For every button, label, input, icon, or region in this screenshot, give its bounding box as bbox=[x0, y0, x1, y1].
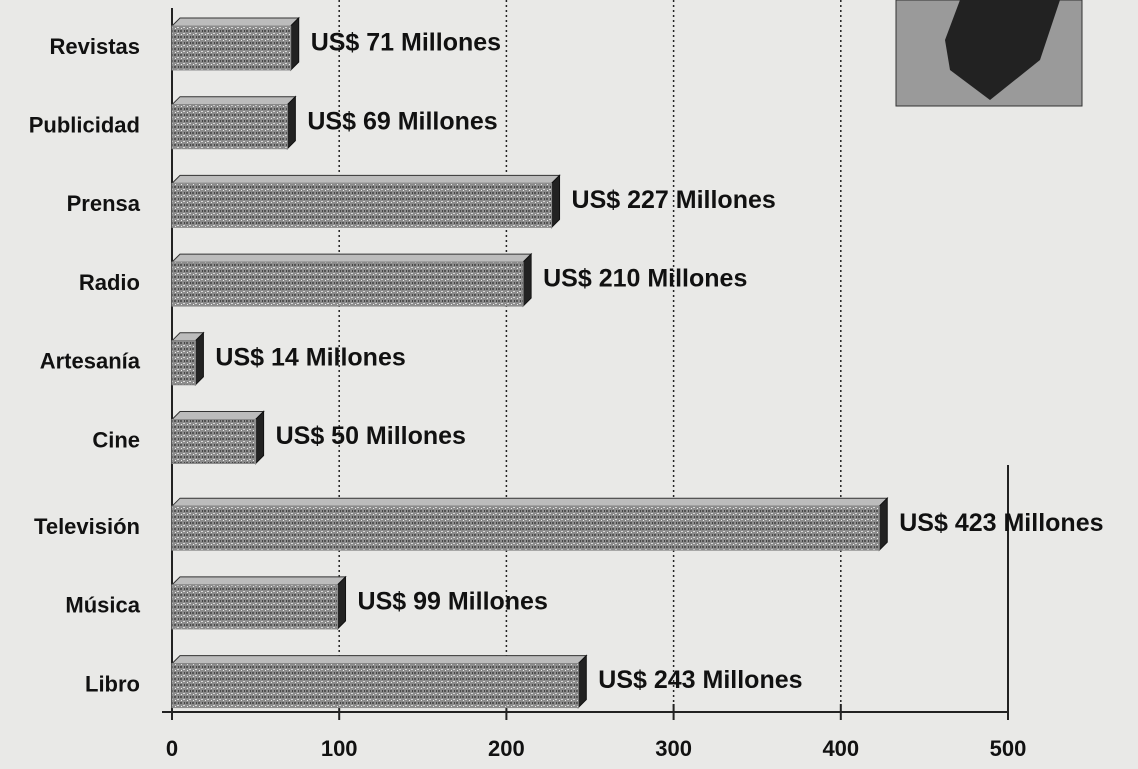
bar bbox=[171, 182, 553, 228]
x-tick-label: 400 bbox=[822, 736, 859, 761]
bar-side bbox=[577, 654, 587, 709]
bar-top bbox=[170, 96, 297, 106]
value-label: US$ 50 Millones bbox=[276, 422, 466, 450]
y-tick-label: Publicidad bbox=[29, 113, 140, 138]
bar-side bbox=[290, 16, 300, 72]
y-tick-label: Libro bbox=[85, 671, 140, 696]
value-label: US$ 69 Millones bbox=[307, 107, 497, 135]
y-tick-label: Revistas bbox=[49, 34, 140, 59]
x-tick-label: 0 bbox=[166, 736, 178, 761]
bar-side bbox=[337, 575, 347, 631]
bar bbox=[171, 663, 579, 709]
y-tick-label: Radio bbox=[79, 270, 140, 295]
y-tick-label: Artesanía bbox=[40, 349, 141, 374]
bar-side bbox=[551, 174, 561, 229]
bar-top bbox=[170, 655, 588, 665]
bar-side bbox=[522, 252, 532, 308]
bar bbox=[171, 419, 257, 464]
bar bbox=[171, 25, 292, 71]
bar-top bbox=[170, 253, 533, 263]
x-tick-label: 300 bbox=[655, 736, 692, 761]
value-label: US$ 243 Millones bbox=[598, 666, 802, 694]
bar bbox=[171, 584, 339, 630]
y-tick-label: Cine bbox=[92, 427, 140, 452]
bar bbox=[171, 340, 196, 386]
bar-side bbox=[286, 95, 296, 150]
bar-top bbox=[170, 174, 561, 184]
bar-side bbox=[194, 331, 204, 387]
bar bbox=[171, 261, 524, 307]
bar-top bbox=[170, 576, 347, 586]
value-label: US$ 210 Millones bbox=[543, 265, 747, 293]
y-tick-label: Prensa bbox=[67, 191, 141, 216]
bar-side bbox=[255, 410, 265, 465]
y-tick-label: Televisión bbox=[34, 514, 140, 539]
bar bbox=[171, 505, 880, 551]
bar-side bbox=[878, 496, 888, 552]
y-tick-label: Música bbox=[65, 593, 140, 618]
bar-top bbox=[170, 411, 265, 420]
x-tick-label: 200 bbox=[488, 736, 525, 761]
value-label: US$ 14 Millones bbox=[215, 343, 405, 371]
bar-top bbox=[170, 497, 889, 507]
photo bbox=[895, 0, 1083, 107]
bar-top bbox=[170, 17, 300, 27]
x-tick-label: 500 bbox=[990, 736, 1027, 761]
value-label: US$ 71 Millones bbox=[311, 29, 501, 57]
x-tick-label: 100 bbox=[321, 736, 358, 761]
value-label: US$ 423 Millones bbox=[899, 509, 1103, 537]
bar bbox=[171, 104, 288, 150]
value-label: US$ 99 Millones bbox=[358, 588, 548, 616]
value-label: US$ 227 Millones bbox=[572, 186, 776, 214]
